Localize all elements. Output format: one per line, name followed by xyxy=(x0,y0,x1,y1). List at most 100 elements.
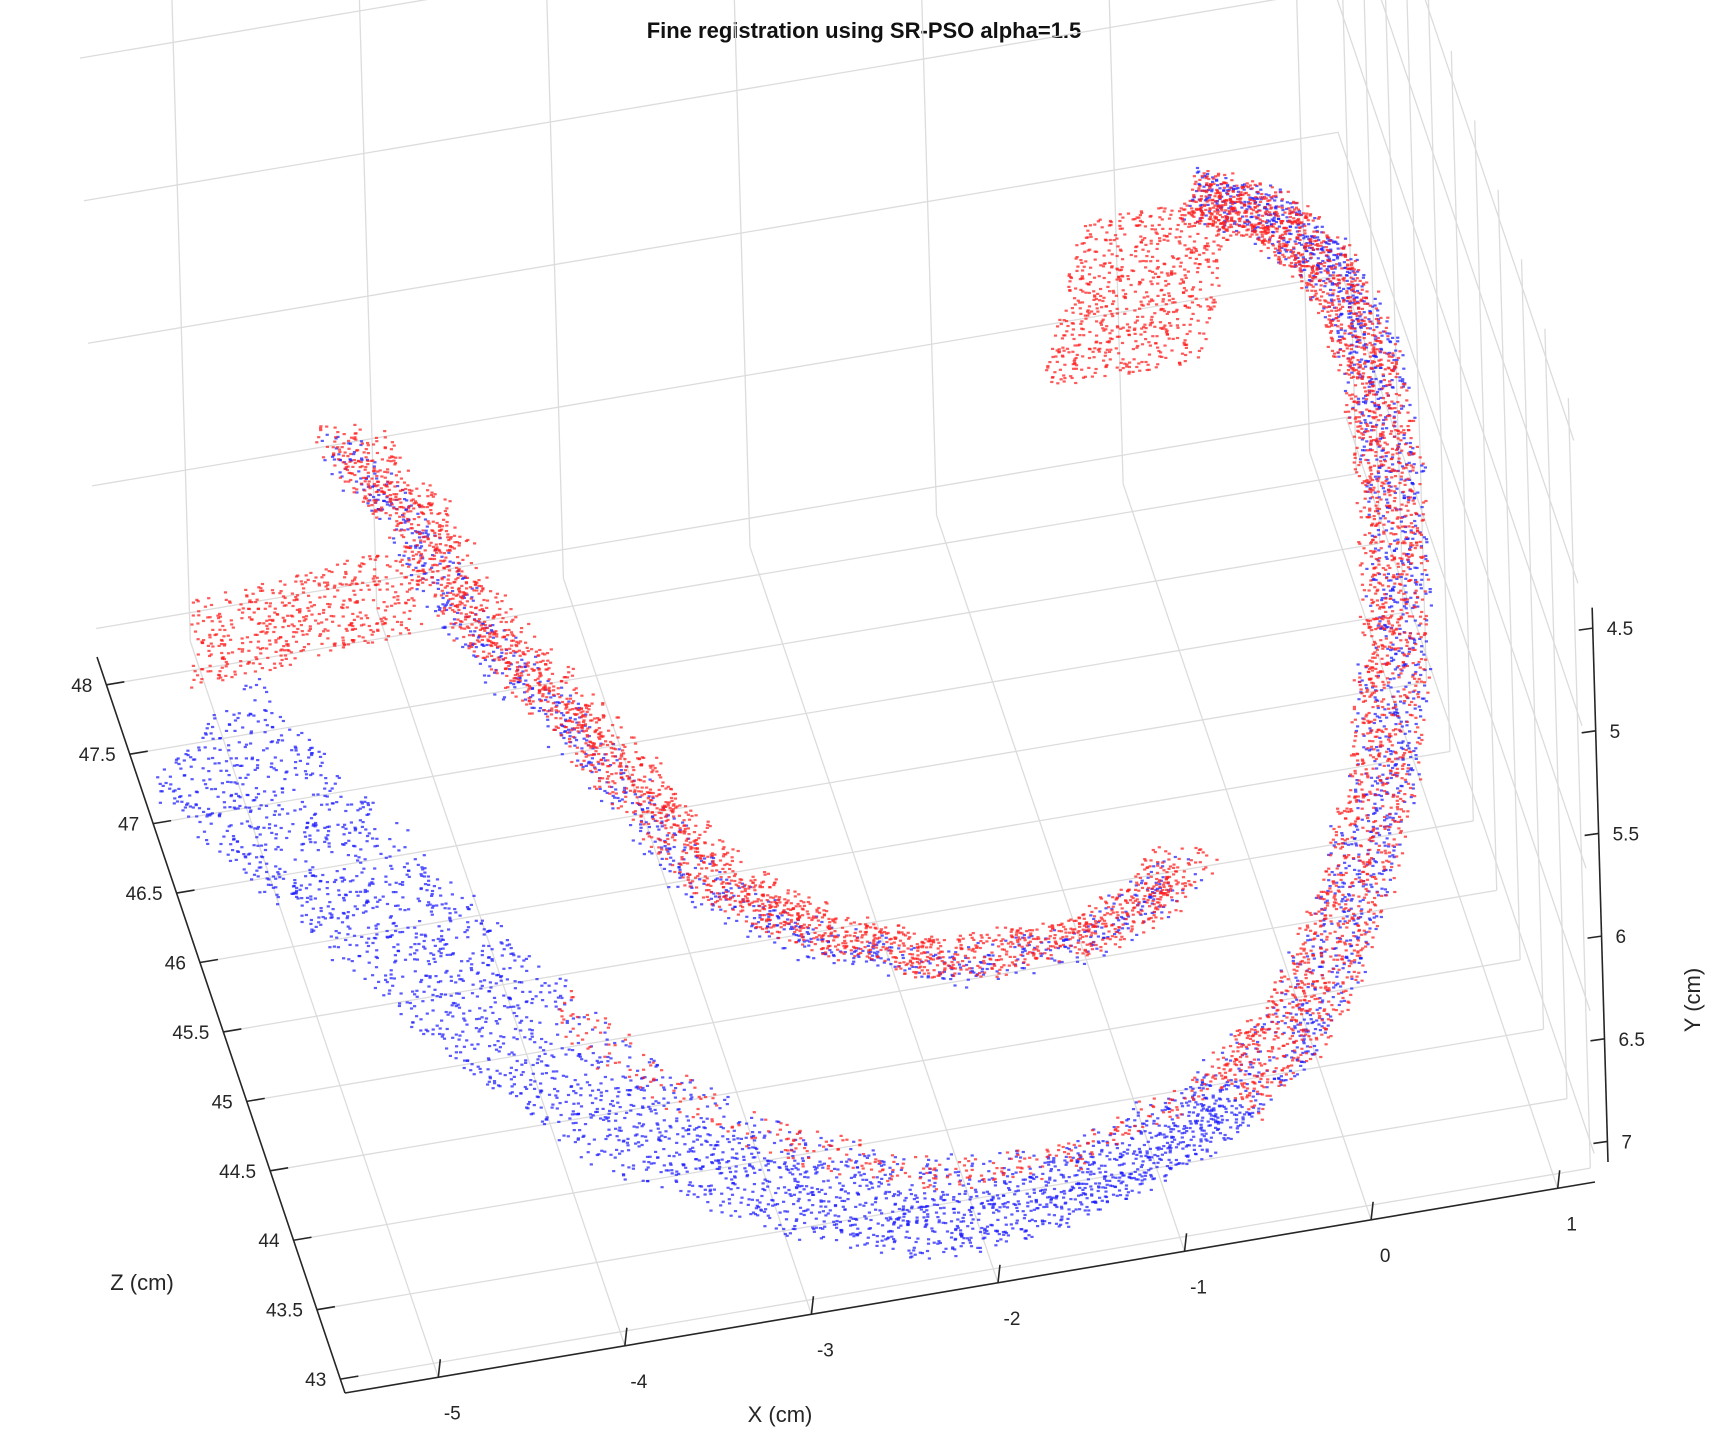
point xyxy=(1392,845,1396,848)
point xyxy=(305,900,309,904)
point xyxy=(1297,242,1301,245)
point xyxy=(654,1112,658,1115)
point xyxy=(1424,554,1428,557)
point xyxy=(1046,1181,1050,1184)
point xyxy=(888,1216,892,1219)
point xyxy=(1201,1094,1205,1097)
point xyxy=(520,981,524,984)
point xyxy=(1401,740,1405,743)
point xyxy=(684,824,689,827)
point xyxy=(478,1007,482,1010)
point xyxy=(294,761,298,764)
point xyxy=(819,1205,823,1208)
point xyxy=(523,691,527,694)
point xyxy=(355,944,359,947)
point xyxy=(1220,1118,1225,1121)
point xyxy=(998,1206,1002,1209)
point xyxy=(942,1212,946,1215)
point xyxy=(1408,768,1412,771)
point xyxy=(894,1218,899,1221)
point xyxy=(573,718,577,721)
point xyxy=(1010,1213,1014,1216)
point xyxy=(394,891,398,894)
point xyxy=(360,458,364,462)
point xyxy=(752,917,757,920)
point xyxy=(517,981,521,984)
point xyxy=(798,1238,802,1241)
point xyxy=(274,769,278,772)
point xyxy=(404,508,408,512)
point xyxy=(357,954,361,958)
point xyxy=(853,1181,857,1185)
point xyxy=(884,1197,888,1200)
point xyxy=(1209,1114,1214,1117)
point xyxy=(1349,316,1353,319)
point xyxy=(1205,1108,1209,1111)
point xyxy=(1192,1135,1196,1138)
point xyxy=(441,626,445,629)
point xyxy=(1328,885,1332,888)
point xyxy=(591,747,595,750)
point xyxy=(480,949,484,953)
point xyxy=(1293,1075,1297,1078)
point xyxy=(923,1197,927,1200)
point xyxy=(766,1203,770,1206)
point xyxy=(997,1197,1001,1200)
point xyxy=(662,867,666,870)
point xyxy=(1295,1058,1299,1061)
point xyxy=(375,933,379,936)
point xyxy=(871,1149,875,1152)
point xyxy=(1396,340,1400,343)
point xyxy=(1323,285,1327,288)
point xyxy=(666,1101,670,1104)
point xyxy=(708,862,712,865)
point xyxy=(1206,172,1210,176)
point xyxy=(1262,1103,1266,1106)
point xyxy=(619,769,623,772)
point xyxy=(729,896,733,899)
point xyxy=(292,884,296,888)
point xyxy=(1414,747,1418,750)
point xyxy=(1373,860,1377,863)
point xyxy=(747,1144,751,1147)
point xyxy=(938,1241,942,1245)
point xyxy=(1392,549,1396,552)
point xyxy=(361,911,366,914)
point xyxy=(1396,538,1400,541)
point xyxy=(420,564,425,567)
point xyxy=(1307,279,1312,282)
point xyxy=(1163,1179,1167,1182)
point xyxy=(438,562,442,565)
point xyxy=(1295,1073,1299,1076)
point xyxy=(482,979,487,982)
point xyxy=(1355,844,1359,847)
point xyxy=(1233,222,1237,225)
point xyxy=(348,831,352,834)
point xyxy=(1103,1164,1107,1167)
point xyxy=(410,532,414,535)
point xyxy=(669,1084,673,1087)
point xyxy=(795,1218,799,1221)
point xyxy=(1025,1192,1029,1195)
point xyxy=(1024,1229,1028,1232)
point xyxy=(1340,991,1344,994)
point xyxy=(646,1179,650,1183)
point xyxy=(1386,625,1390,629)
point xyxy=(1360,285,1364,288)
point xyxy=(1347,909,1351,913)
point xyxy=(306,762,310,765)
point xyxy=(1407,461,1411,464)
point xyxy=(1361,400,1366,403)
point xyxy=(390,934,394,937)
point xyxy=(1367,749,1372,752)
point xyxy=(1139,1155,1143,1158)
point xyxy=(889,1218,893,1221)
point xyxy=(875,1244,879,1247)
point xyxy=(1312,274,1316,277)
point xyxy=(1148,1131,1152,1134)
point xyxy=(1326,889,1330,893)
point xyxy=(687,1190,691,1193)
point xyxy=(375,477,379,480)
point xyxy=(360,825,364,828)
point xyxy=(375,905,379,908)
